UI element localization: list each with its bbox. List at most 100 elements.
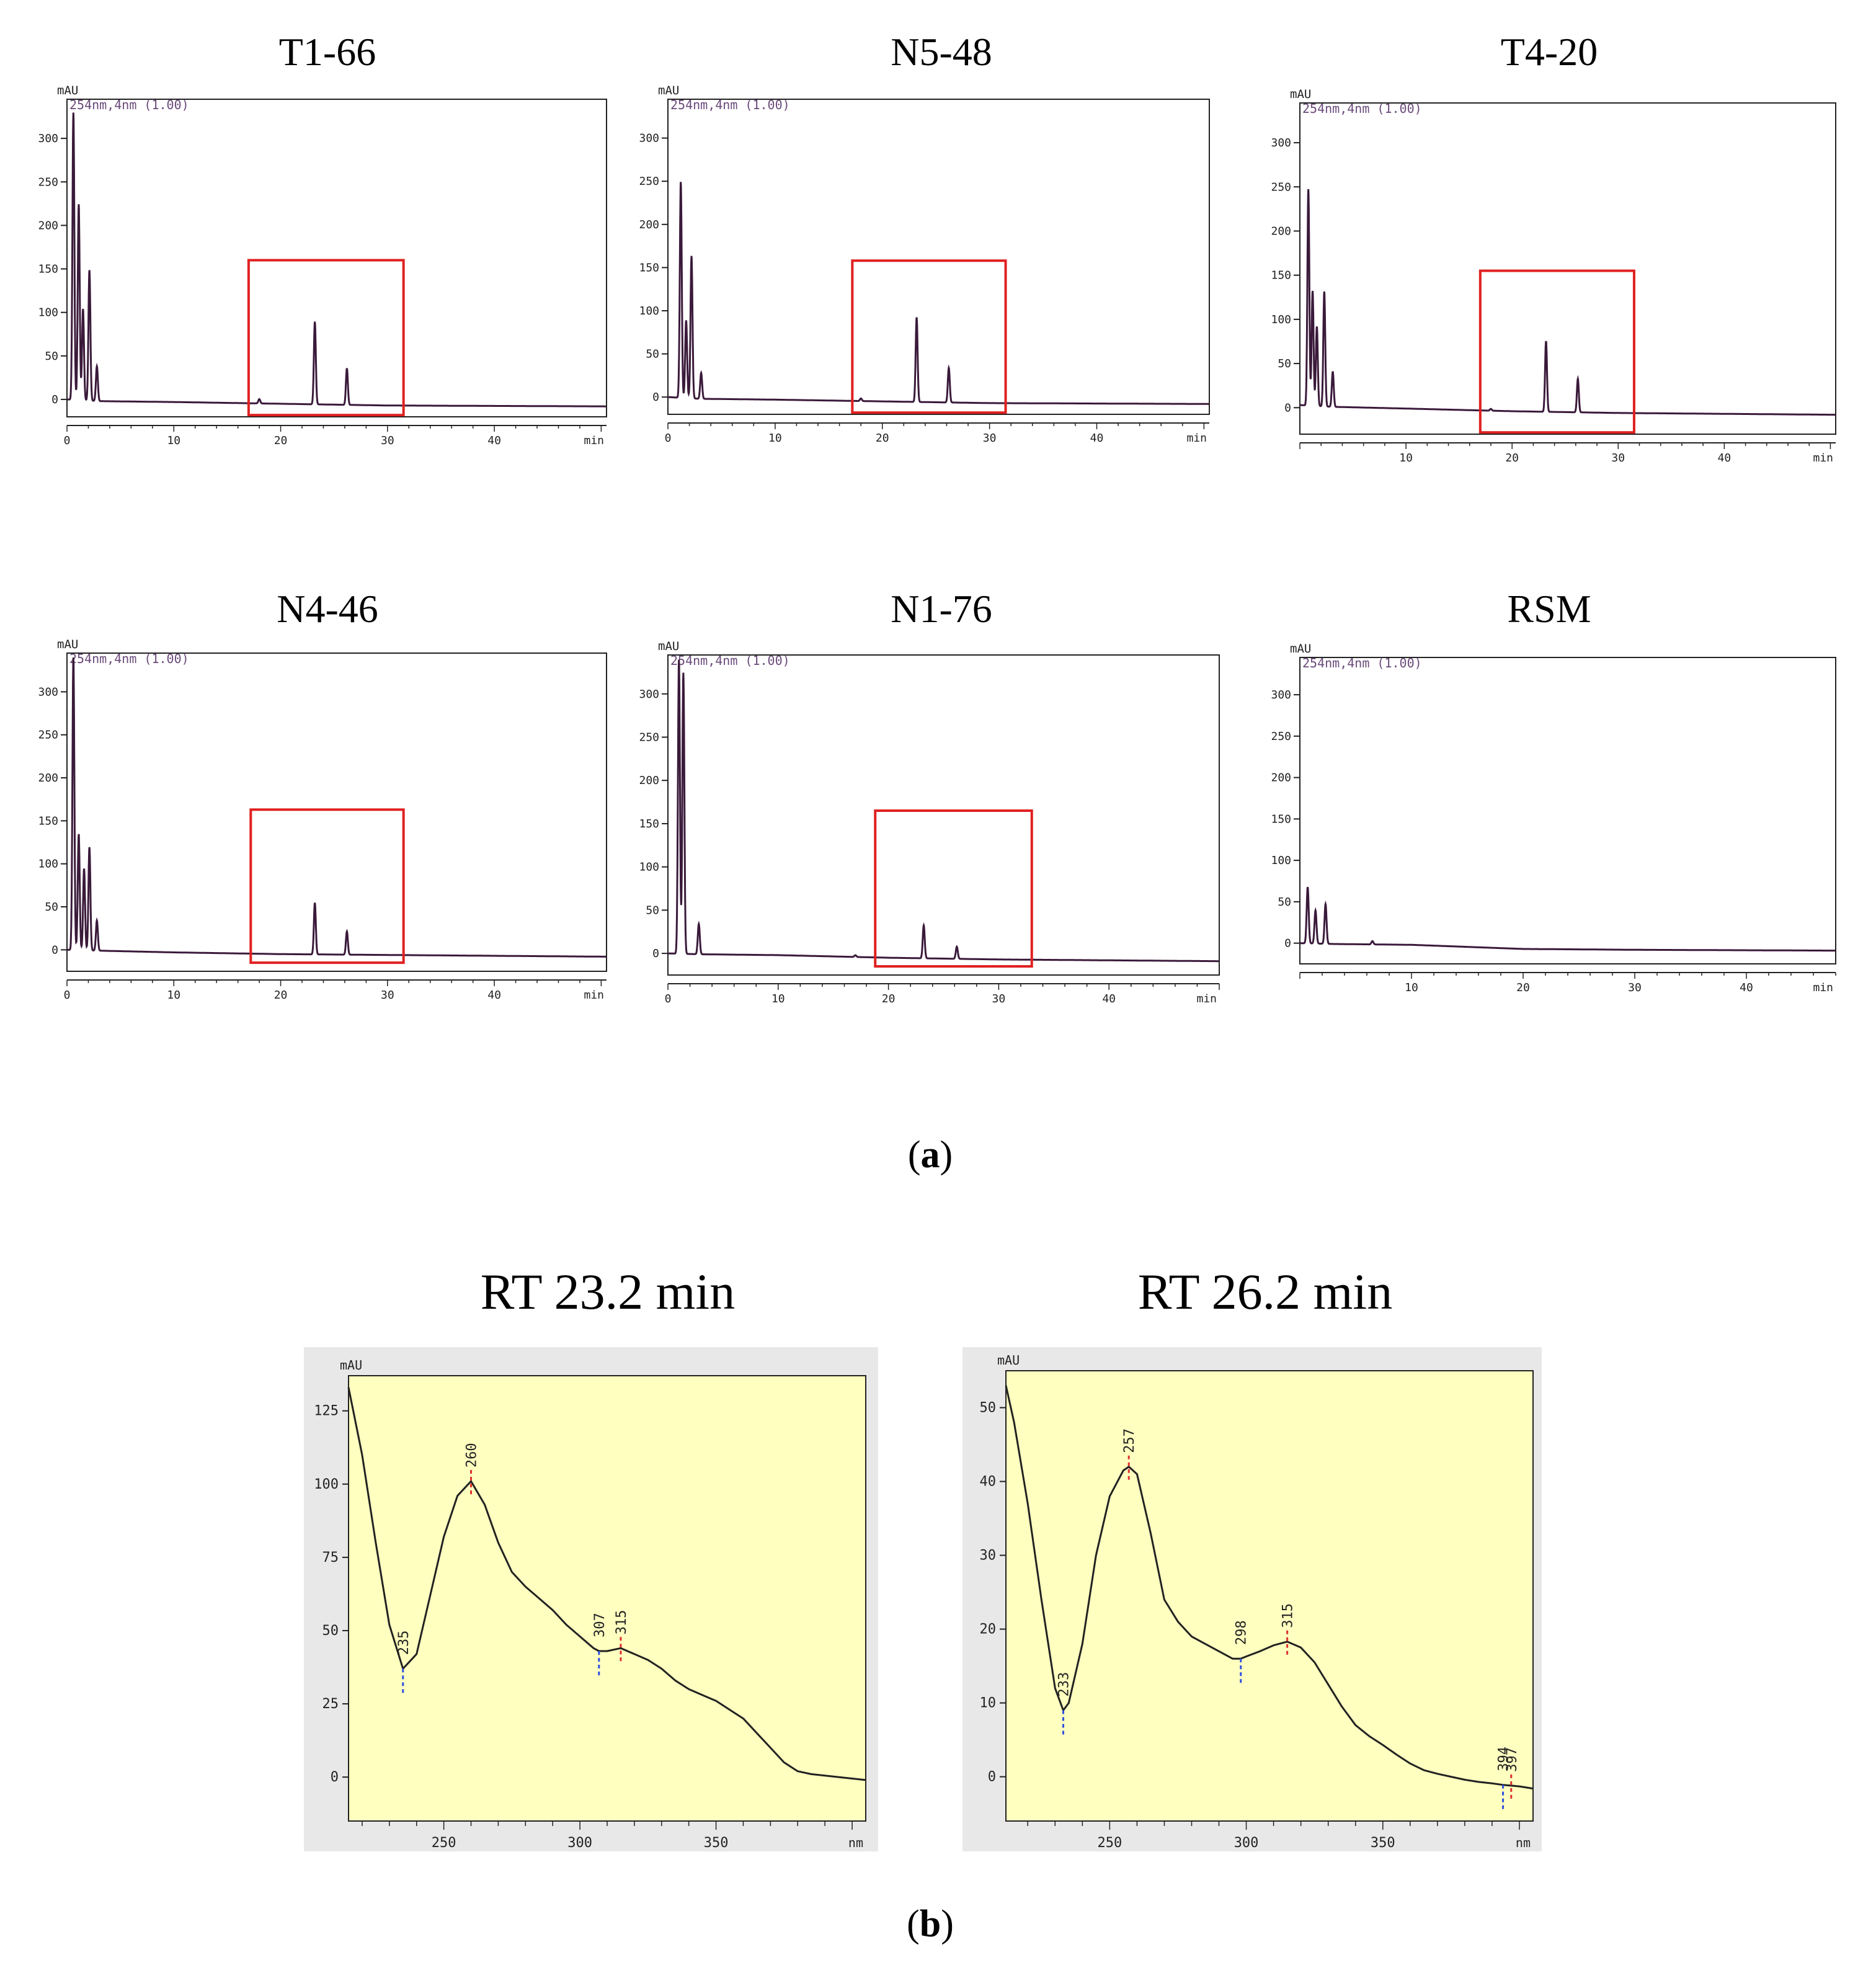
y-tick-label: 100 bbox=[38, 306, 58, 319]
panel-label-b-letter: b bbox=[920, 1903, 941, 1945]
x-tick-label: 10 bbox=[167, 434, 180, 447]
plot-frame bbox=[1299, 657, 1836, 964]
x-tick-label: 350 bbox=[704, 1835, 729, 1851]
y-tick-label: 50 bbox=[1278, 896, 1291, 909]
wavelength-label: 307 bbox=[592, 1613, 608, 1637]
chromatogram-trace bbox=[1300, 886, 1836, 952]
y-axis-label: mAU bbox=[340, 1358, 362, 1373]
chromatogram-trace bbox=[668, 182, 1209, 405]
y-axis-label: mAU bbox=[1290, 642, 1311, 656]
panel-label-a-close: ) bbox=[940, 1134, 953, 1176]
y-tick-label: 150 bbox=[1271, 269, 1291, 282]
x-tick-label: 250 bbox=[1097, 1835, 1122, 1851]
chart-title: T1-66 bbox=[279, 30, 376, 74]
panel-label-b-open: ( bbox=[907, 1903, 920, 1945]
y-tick-label: 100 bbox=[38, 858, 58, 871]
spectrum-line bbox=[1005, 1385, 1534, 1790]
x-tick-label: 10 bbox=[1399, 452, 1413, 465]
y-tick-label: 200 bbox=[639, 774, 659, 787]
x-axis-label: min bbox=[584, 434, 604, 447]
y-tick-label: 0 bbox=[51, 393, 58, 406]
y-tick-label: 150 bbox=[639, 261, 659, 274]
x-tick-label: 20 bbox=[1505, 452, 1519, 465]
spectrum-line bbox=[347, 1387, 866, 1781]
x-tick-label: 40 bbox=[1102, 992, 1116, 1005]
x-axis-label: min bbox=[1196, 992, 1217, 1005]
chromatogram-trace bbox=[66, 657, 607, 958]
chromatogram-trace bbox=[1300, 189, 1836, 416]
y-tick-label: 20 bbox=[980, 1622, 997, 1637]
highlight-box bbox=[874, 809, 1033, 968]
plot-frame bbox=[66, 99, 607, 417]
uv-spectrum-2: RT 26.2 min mAU 0 10 20 30 40 50 250 300 350 nm 233 2… bbox=[962, 1263, 1542, 1851]
x-tick-label: 10 bbox=[167, 989, 180, 1002]
y-tick-label: 200 bbox=[1271, 225, 1291, 238]
y-tick-label: 50 bbox=[322, 1623, 339, 1639]
x-tick-label: 300 bbox=[1234, 1835, 1259, 1851]
x-tick-label: 0 bbox=[64, 989, 71, 1002]
wavelength-label: 233 bbox=[1056, 1672, 1072, 1697]
y-tick-label: 300 bbox=[38, 132, 58, 145]
y-tick-label: 200 bbox=[38, 772, 58, 785]
y-tick-label: 50 bbox=[980, 1401, 997, 1416]
y-tick-label: 250 bbox=[639, 731, 659, 744]
y-tick-label: 50 bbox=[45, 350, 58, 363]
panel-label-a-open: ( bbox=[908, 1134, 921, 1176]
y-tick-label: 0 bbox=[988, 1770, 996, 1785]
uv-spectrum-1: RT 23.2 min mAU 0 25 50 75 100 125 250 300 350 nm 23… bbox=[304, 1263, 878, 1851]
y-tick-label: 200 bbox=[639, 218, 659, 231]
wavelength-label: 315 bbox=[614, 1610, 629, 1635]
wavelength-label: 235 bbox=[396, 1631, 412, 1655]
x-tick-label: 20 bbox=[882, 992, 896, 1005]
y-axis-label: mAU bbox=[658, 639, 679, 653]
x-axis-label: nm bbox=[1516, 1835, 1531, 1850]
highlight-box bbox=[247, 259, 405, 417]
x-tick-label: 20 bbox=[274, 989, 288, 1002]
y-tick-label: 250 bbox=[639, 175, 659, 188]
chart-title: RSM bbox=[1507, 587, 1591, 631]
wavelength-label: 257 bbox=[1122, 1428, 1137, 1453]
y-tick-label: 300 bbox=[1271, 688, 1291, 701]
x-tick-label: 20 bbox=[274, 434, 288, 447]
plot-frame bbox=[66, 652, 607, 972]
y-tick-label: 250 bbox=[1271, 730, 1291, 743]
x-tick-label: 10 bbox=[768, 432, 782, 445]
plot-frame bbox=[667, 99, 1210, 415]
y-tick-label: 300 bbox=[639, 132, 659, 145]
x-tick-label: 20 bbox=[876, 432, 889, 445]
y-tick-label: 50 bbox=[45, 901, 58, 914]
y-tick-label: 250 bbox=[38, 176, 58, 189]
y-tick-label: 0 bbox=[652, 391, 659, 404]
x-tick-label: 30 bbox=[983, 432, 997, 445]
plot-area bbox=[348, 1375, 866, 1822]
y-axis-label: mAU bbox=[1290, 87, 1311, 101]
x-axis-label: nm bbox=[848, 1835, 863, 1850]
chart-title: T4-20 bbox=[1501, 30, 1598, 74]
y-tick-label: 100 bbox=[639, 861, 659, 874]
plot-frame bbox=[1299, 102, 1836, 435]
y-tick-label: 150 bbox=[1271, 813, 1291, 826]
x-tick-label: 30 bbox=[381, 434, 394, 447]
y-tick-label: 100 bbox=[1271, 313, 1291, 326]
y-tick-label: 300 bbox=[38, 685, 58, 698]
subtitle: 254nm,4nm (1.00) bbox=[69, 97, 189, 112]
chromatogram-trace bbox=[66, 112, 607, 408]
highlight-box bbox=[249, 808, 405, 964]
panel-label-b: (b) bbox=[907, 1903, 954, 1945]
y-axis-label: mAU bbox=[57, 84, 78, 97]
y-axis-label: mAU bbox=[658, 84, 679, 97]
x-tick-label: 40 bbox=[487, 989, 501, 1002]
chromatogram-trace bbox=[667, 659, 1219, 963]
y-tick-label: 150 bbox=[38, 814, 58, 827]
y-tick-label: 0 bbox=[331, 1770, 339, 1785]
wavelength-label: 315 bbox=[1281, 1603, 1296, 1628]
wavelength-label: 260 bbox=[465, 1443, 480, 1468]
